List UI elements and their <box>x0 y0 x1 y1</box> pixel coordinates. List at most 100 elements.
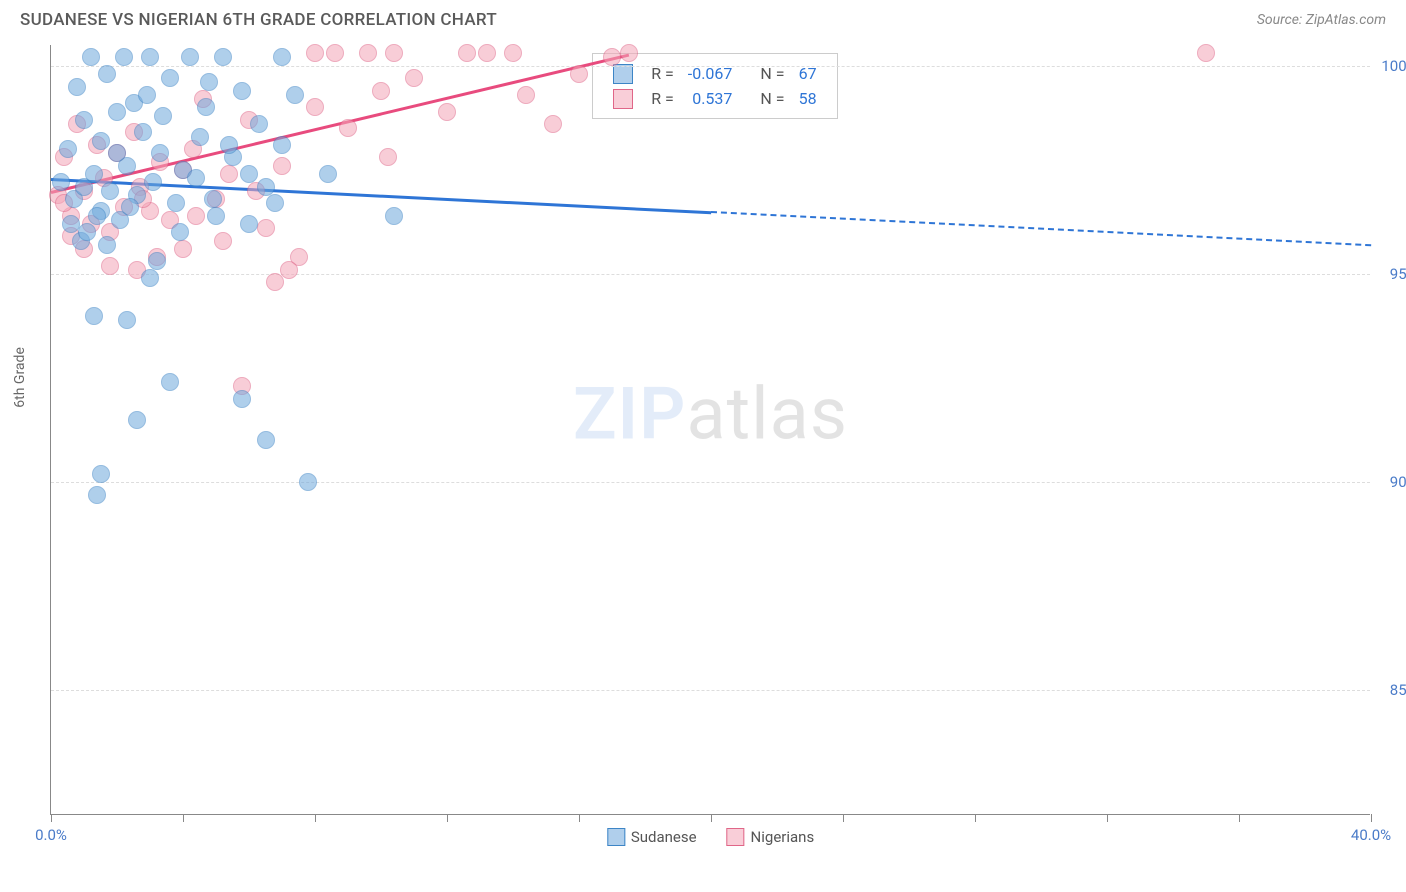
x-tick <box>579 814 580 822</box>
data-point <box>372 82 390 100</box>
data-point <box>52 173 70 191</box>
data-point <box>359 44 377 62</box>
plot-area: ZIPatlas R =-0.067N =67R =0.537N =58 Sud… <box>50 45 1370 815</box>
y-tick-label: 95.0% <box>1390 265 1406 283</box>
data-point <box>204 190 222 208</box>
legend-swatch-pink <box>613 89 633 109</box>
data-point <box>240 215 258 233</box>
data-point <box>98 65 116 83</box>
data-point <box>118 311 136 329</box>
x-tick <box>447 814 448 822</box>
data-point <box>59 140 77 158</box>
data-point <box>68 78 86 96</box>
series-legend: Sudanese Nigerians <box>607 828 814 846</box>
data-point <box>286 86 304 104</box>
data-point <box>570 65 588 83</box>
data-point <box>101 257 119 275</box>
chart-container: 6th Grade ZIPatlas R =-0.067N =67R =0.53… <box>50 45 1386 815</box>
data-point <box>141 48 159 66</box>
data-point <box>75 111 93 129</box>
data-point <box>88 207 106 225</box>
y-tick-label: 85.0% <box>1390 681 1406 699</box>
data-point <box>273 157 291 175</box>
data-point <box>98 236 116 254</box>
data-point <box>181 48 199 66</box>
data-point <box>603 48 621 66</box>
data-point <box>92 132 110 150</box>
source-attribution: Source: ZipAtlas.com <box>1257 12 1386 28</box>
data-point <box>273 136 291 154</box>
legend-item-sudanese: Sudanese <box>607 828 697 846</box>
data-point <box>92 465 110 483</box>
x-tick <box>1107 814 1108 822</box>
legend-label: Sudanese <box>631 828 697 846</box>
data-point <box>438 103 456 121</box>
n-label: N = <box>754 87 790 110</box>
gridline <box>51 690 1370 691</box>
data-point <box>266 194 284 212</box>
data-point <box>82 48 100 66</box>
data-point <box>214 48 232 66</box>
data-point <box>108 144 126 162</box>
data-point <box>161 373 179 391</box>
data-point <box>257 431 275 449</box>
data-point <box>379 148 397 166</box>
data-point <box>85 165 103 183</box>
r-value: 0.537 <box>682 87 739 110</box>
x-tick <box>183 814 184 822</box>
data-point <box>385 207 403 225</box>
data-point <box>250 115 268 133</box>
data-point <box>88 486 106 504</box>
x-tick <box>51 814 52 822</box>
data-point <box>544 115 562 133</box>
data-point <box>504 44 522 62</box>
data-point <box>171 223 189 241</box>
data-point <box>319 165 337 183</box>
legend-item-nigerians: Nigerians <box>727 828 815 846</box>
correlation-legend: R =-0.067N =67R =0.537N =58 <box>592 53 837 119</box>
data-point <box>257 178 275 196</box>
data-point <box>174 240 192 258</box>
data-point <box>101 182 119 200</box>
data-point <box>78 223 96 241</box>
x-tick <box>975 814 976 822</box>
data-point <box>257 219 275 237</box>
x-tick <box>1239 814 1240 822</box>
data-point <box>273 48 291 66</box>
data-point <box>138 86 156 104</box>
gridline <box>51 482 1370 483</box>
data-point <box>134 123 152 141</box>
n-value: 58 <box>793 87 823 110</box>
data-point <box>306 44 324 62</box>
y-tick-label: 90.0% <box>1390 473 1406 491</box>
data-point <box>187 169 205 187</box>
data-point <box>197 98 215 116</box>
x-tick-label: 0.0% <box>35 826 67 844</box>
chart-title: SUDANESE VS NIGERIAN 6TH GRADE CORRELATI… <box>20 10 497 30</box>
data-point <box>148 252 166 270</box>
data-point <box>191 128 209 146</box>
watermark: ZIPatlas <box>573 372 848 457</box>
data-point <box>1197 44 1215 62</box>
data-point <box>220 136 238 154</box>
data-point <box>128 411 146 429</box>
data-point <box>187 207 205 225</box>
data-point <box>154 107 172 125</box>
data-point <box>167 194 185 212</box>
data-point <box>458 44 476 62</box>
x-tick <box>711 814 712 822</box>
data-point <box>85 307 103 325</box>
data-point <box>121 198 139 216</box>
data-point <box>306 98 324 116</box>
data-point <box>207 207 225 225</box>
gridline <box>51 66 1370 67</box>
data-point <box>517 86 535 104</box>
data-point <box>115 48 133 66</box>
x-tick <box>315 814 316 822</box>
data-point <box>161 69 179 87</box>
y-tick-label: 100.0% <box>1381 57 1406 75</box>
data-point <box>405 69 423 87</box>
legend-label: Nigerians <box>751 828 815 846</box>
data-point <box>240 165 258 183</box>
trend-line <box>711 211 1371 246</box>
